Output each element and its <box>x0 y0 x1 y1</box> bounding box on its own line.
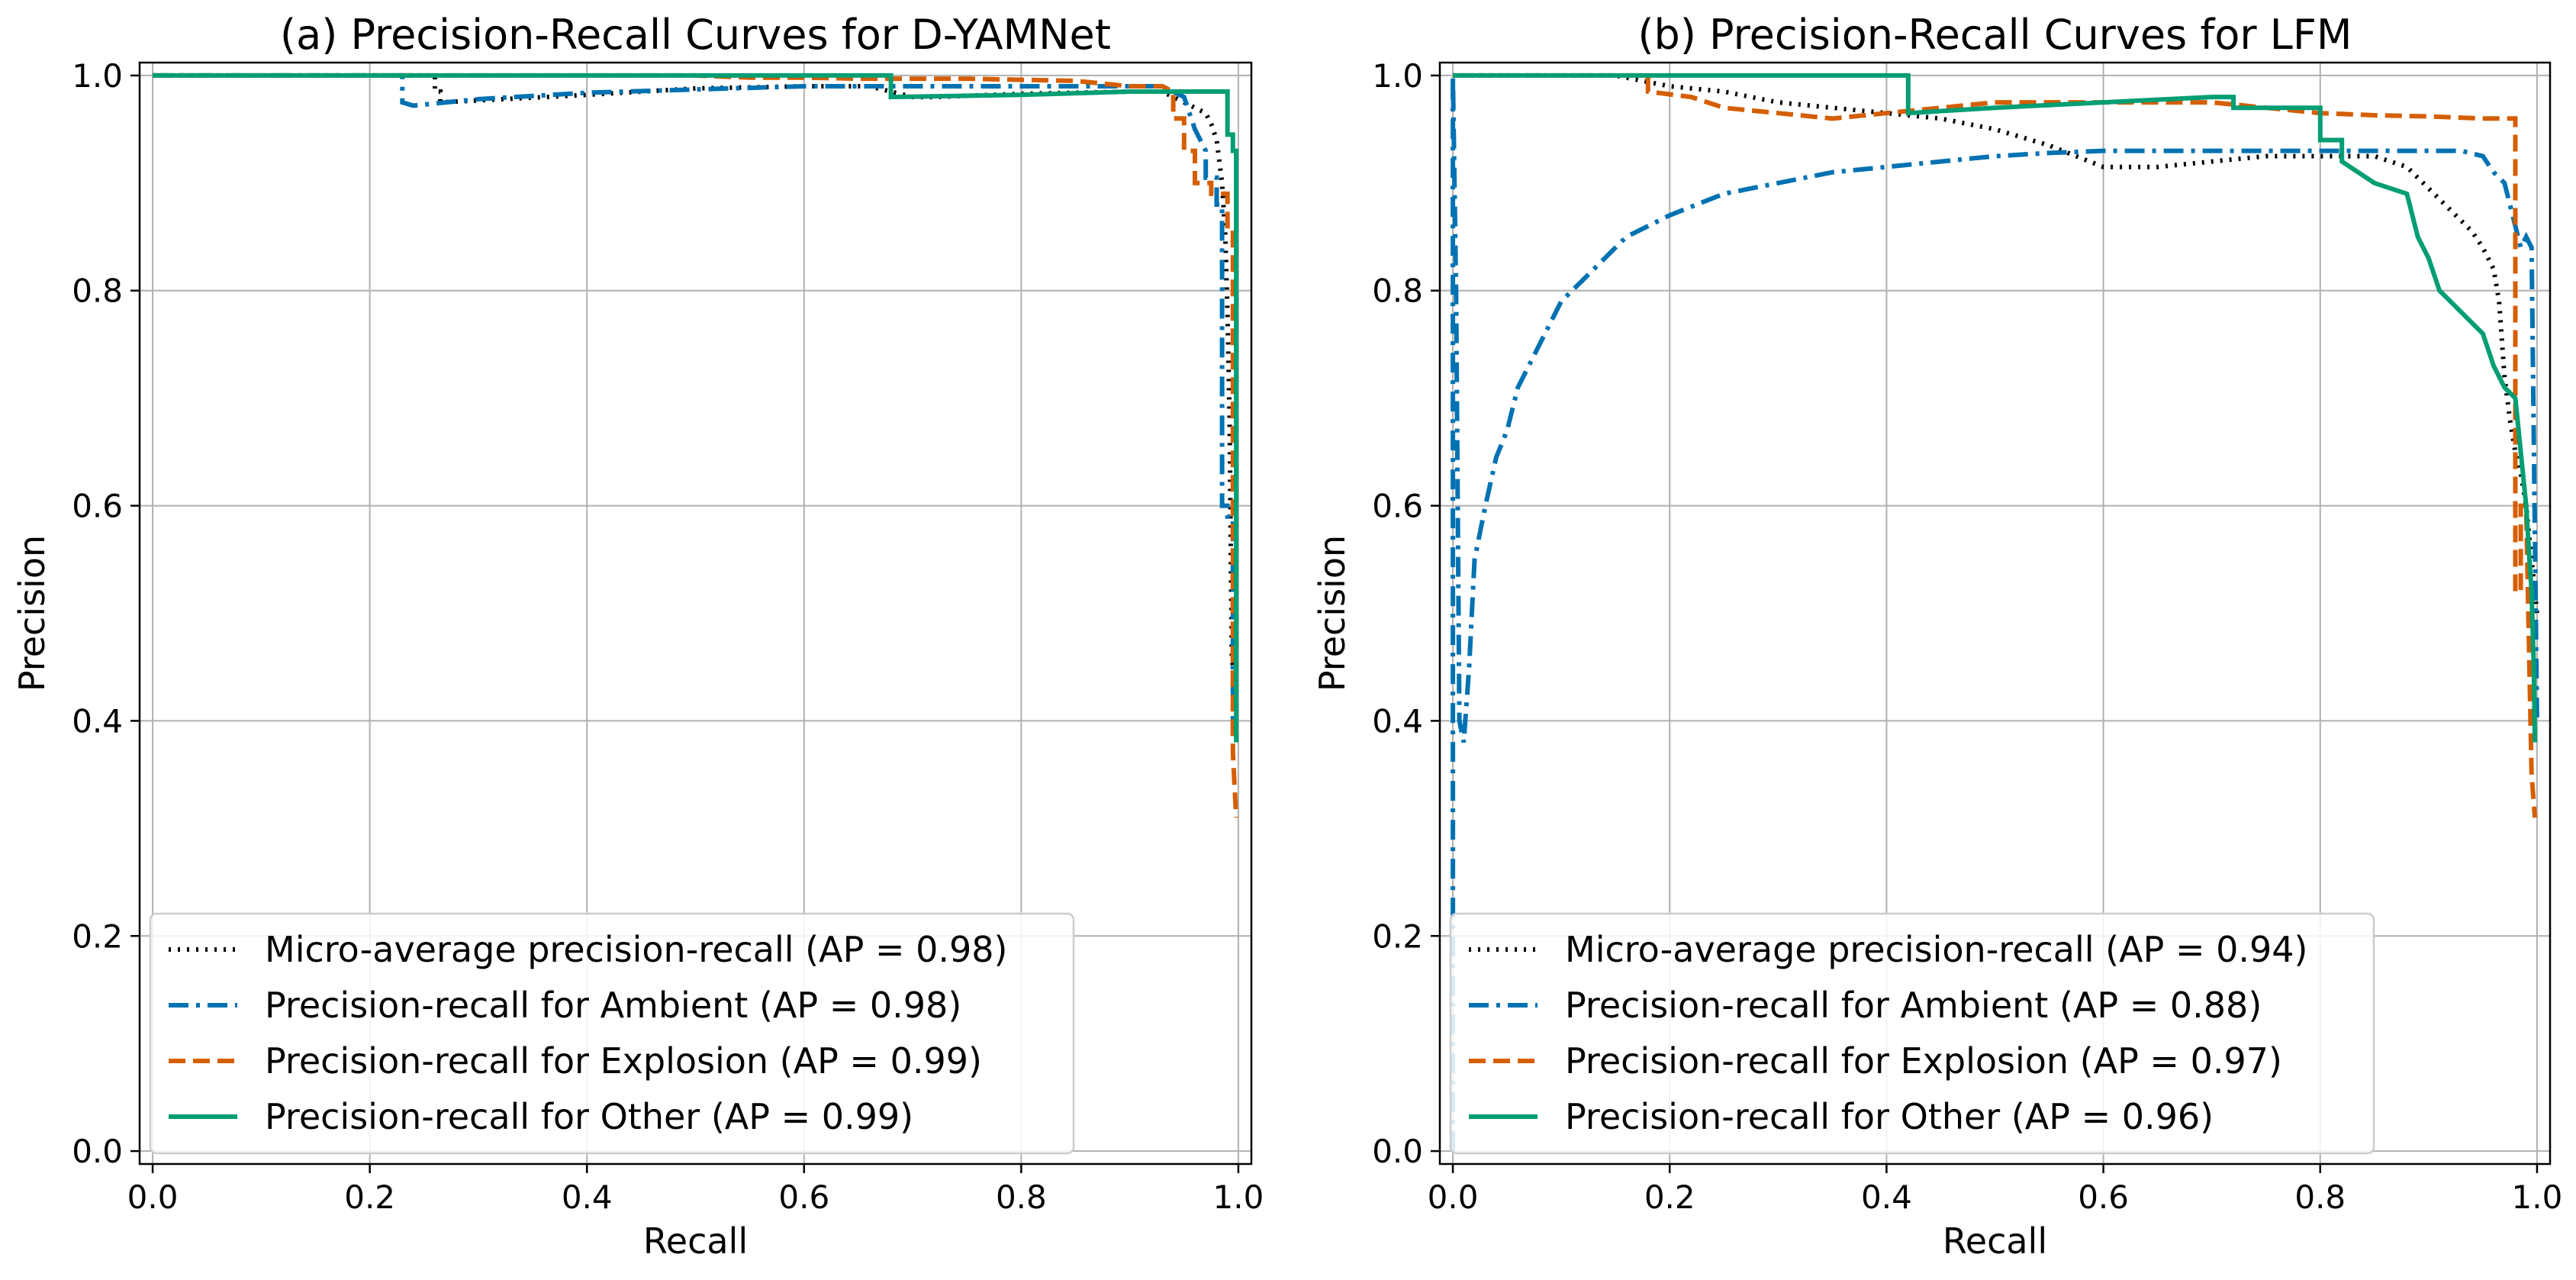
legend: Micro-average precision-recall (AP = 0.9… <box>1449 912 2375 1155</box>
series-line <box>1451 75 2539 1152</box>
legend-label: Precision-recall for Explosion (AP = 0.9… <box>1565 1040 2282 1082</box>
series-line <box>1453 73 2538 743</box>
legend-label: Precision-recall for Ambient (AP = 0.88) <box>1565 985 2262 1026</box>
x-tick-label: 0.4 <box>562 1178 613 1216</box>
y-axis-label: Precision <box>11 535 53 692</box>
plot-frame <box>138 61 1253 1166</box>
chart-title: (a) Precision-Recall Curves for D-YAMNet <box>280 11 1111 59</box>
legend-label: Precision-recall for Other (AP = 0.96) <box>1565 1096 2214 1137</box>
legend-label: Precision-recall for Explosion (AP = 0.9… <box>265 1040 982 1082</box>
series-line <box>1453 73 2538 818</box>
plot-frame <box>1438 61 2552 1166</box>
y-tick-label: 0.6 <box>72 488 123 525</box>
y-tick-label: 0.2 <box>72 917 123 955</box>
series-line <box>153 73 1239 743</box>
legend-box <box>1449 912 2375 1155</box>
y-tick-label: 1.0 <box>72 57 123 95</box>
x-tick-label: 0.6 <box>778 1178 829 1216</box>
legend-label: Precision-recall for Ambient (AP = 0.98) <box>265 985 961 1026</box>
series-line <box>153 73 1235 743</box>
legend: Micro-average precision-recall (AP = 0.9… <box>149 912 1075 1155</box>
y-tick-label: 0.2 <box>1372 917 1423 955</box>
y-tick-label: 0.0 <box>1372 1133 1423 1170</box>
legend-label: Micro-average precision-recall (AP = 0.9… <box>1565 929 2307 970</box>
x-tick-label: 0.4 <box>1861 1178 1912 1216</box>
legend-box <box>149 912 1075 1155</box>
x-axis-label: Recall <box>1943 1220 2047 1262</box>
x-tick-label: 1.0 <box>1213 1178 1264 1216</box>
panel-a: 0.0 0.2 0.4 0.6 0.8 1.0 0.0 0.2 0.4 0.6 0.8 1.0 (a) … <box>11 11 1264 1262</box>
legend-label: Precision-recall for Other (AP = 0.99) <box>265 1096 913 1137</box>
y-tick-label: 0.6 <box>1372 488 1423 525</box>
y-tick-label: 0.4 <box>1372 702 1423 740</box>
chart-title: (b) Precision-Recall Curves for LFM <box>1637 11 2352 59</box>
legend-label: Micro-average precision-recall (AP = 0.9… <box>265 929 1007 970</box>
x-tick-label: 1.0 <box>2512 1178 2563 1216</box>
series-line <box>153 73 1239 818</box>
x-tick-label: 0.2 <box>1644 1178 1695 1216</box>
x-tick-label: 0.6 <box>2078 1178 2129 1216</box>
y-tick-label: 0.8 <box>1372 272 1423 310</box>
series-line <box>1453 73 2539 614</box>
y-tick-label: 1.0 <box>1372 57 1423 95</box>
x-tick-label: 0.2 <box>344 1178 395 1216</box>
x-tick-label: 0.8 <box>996 1178 1047 1216</box>
y-tick-label: 0.8 <box>72 272 123 310</box>
x-tick-label: 0.0 <box>127 1178 179 1216</box>
y-tick-label: 0.4 <box>72 702 123 740</box>
x-tick-label: 0.8 <box>2294 1178 2346 1216</box>
y-axis-label: Precision <box>1312 535 1353 692</box>
x-axis-label: Recall <box>643 1220 748 1262</box>
x-tick-label: 0.0 <box>1428 1178 1479 1216</box>
y-tick-label: 0.0 <box>72 1133 123 1170</box>
series-line <box>153 73 1237 721</box>
panel-b: 0.0 0.2 0.4 0.6 0.8 1.0 0.0 0.2 0.4 0.6 0.8 1.0 (b) … <box>1312 11 2562 1262</box>
